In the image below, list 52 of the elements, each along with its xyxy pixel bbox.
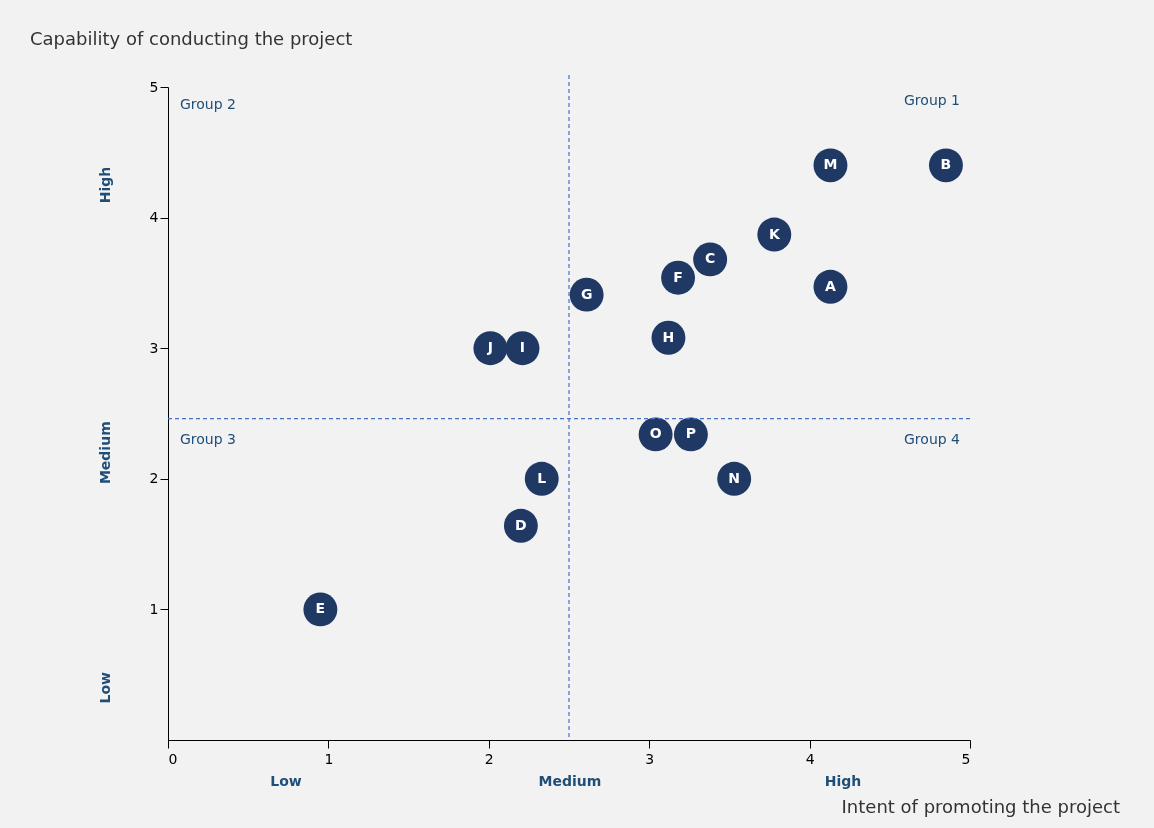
annotation: H	[662, 328, 675, 345]
text: High	[824, 773, 862, 789]
annotation: Group 2	[180, 96, 236, 112]
point	[651, 320, 686, 355]
annotation: B	[940, 156, 952, 173]
x-tick-label: 4	[805, 750, 815, 767]
point	[673, 417, 708, 452]
point	[303, 592, 338, 627]
text: Low	[270, 773, 302, 789]
annotation: L	[537, 469, 547, 486]
annotation: F	[673, 268, 683, 285]
annotation: Group 1	[904, 92, 960, 108]
point	[928, 148, 963, 183]
annotation: P	[685, 425, 697, 442]
annotation: J	[486, 339, 494, 356]
y-axis-title: Capability of conducting the project	[30, 28, 353, 49]
point	[717, 461, 752, 496]
y-tick-label: 2	[149, 470, 159, 487]
annotation: I	[519, 339, 526, 356]
x-tick-label: 1	[324, 750, 334, 767]
y-tick-label: 5	[149, 78, 159, 95]
x-tick-label: 3	[645, 750, 655, 767]
annotation: Group 4	[904, 430, 961, 447]
point	[813, 269, 848, 304]
text: Medium	[538, 773, 602, 789]
annotation: N	[728, 469, 741, 486]
text: High	[97, 166, 113, 204]
annotation: O	[649, 425, 662, 442]
x-axis-title: Intent of promoting the project	[841, 796, 1120, 817]
y-tick-label: 4	[149, 209, 159, 226]
x-tick-label: 0	[168, 750, 178, 767]
point	[757, 217, 792, 252]
x-tick-label: 5	[961, 750, 971, 767]
y-tick-label: 3	[149, 339, 159, 356]
point	[524, 461, 559, 496]
annotation: D	[515, 516, 527, 533]
annotation: K	[768, 225, 781, 242]
point	[505, 331, 540, 366]
annotation: Group 3	[180, 430, 236, 447]
point	[693, 242, 728, 277]
annotation: E	[315, 600, 326, 617]
x-tick-label: 2	[484, 750, 494, 767]
point	[661, 260, 696, 295]
y-tick-label: 1	[149, 600, 159, 617]
annotation: G	[580, 285, 593, 302]
annotation: M	[823, 156, 838, 173]
point	[473, 331, 508, 366]
annotation: C	[705, 250, 716, 267]
annotation: A	[825, 277, 837, 294]
text: Medium	[97, 421, 113, 485]
point	[503, 508, 538, 543]
text: Low	[97, 671, 113, 704]
